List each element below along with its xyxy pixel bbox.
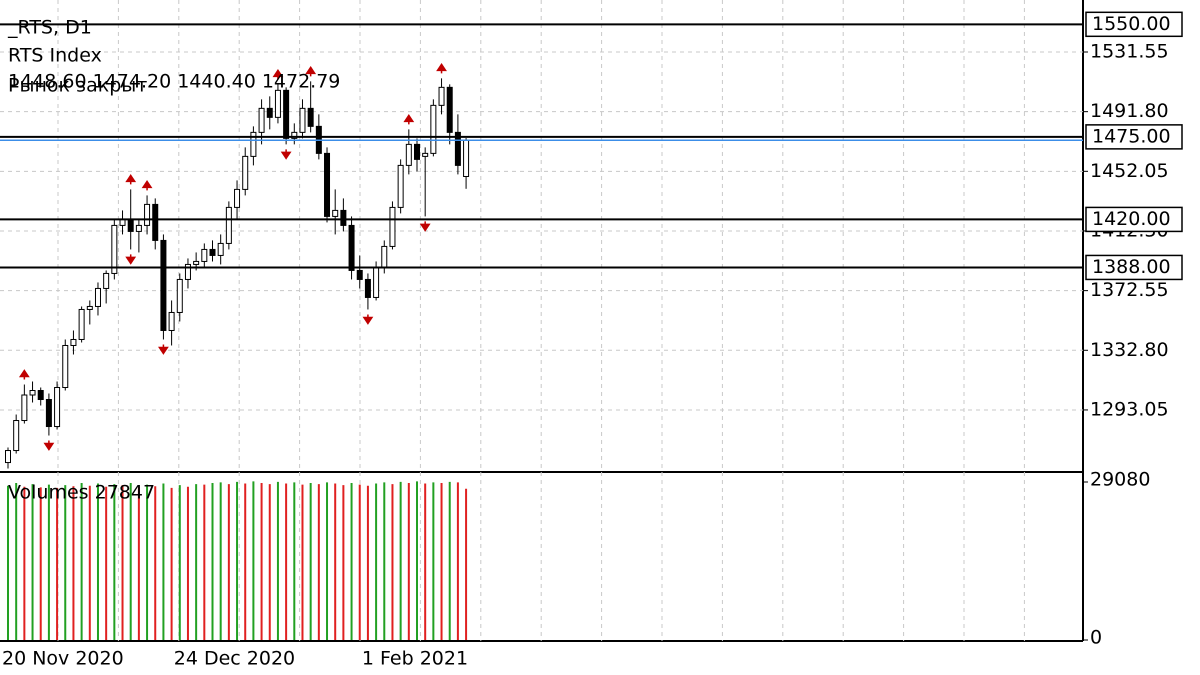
y-tick-label: 1332.80	[1090, 339, 1169, 361]
candle-body	[291, 131, 298, 139]
candle-body	[446, 86, 453, 133]
candle-body	[111, 224, 118, 274]
fractal-down	[125, 254, 137, 265]
candle-body	[168, 311, 175, 331]
candle-body	[234, 188, 241, 208]
candle-body	[274, 89, 281, 118]
candle-body	[144, 203, 151, 226]
level-label: 1475.00	[1092, 125, 1171, 147]
level-box	[1085, 254, 1183, 281]
y-tick-label: 1293.05	[1090, 398, 1169, 420]
candle-body	[176, 278, 183, 313]
candle-body	[193, 260, 200, 265]
candle-body	[37, 390, 44, 401]
fractal-down	[419, 221, 431, 232]
candle-body	[299, 107, 306, 133]
level-label: 1420.00	[1092, 208, 1171, 230]
candle-body	[62, 344, 69, 389]
candle-body	[364, 278, 371, 298]
fractal-down	[158, 344, 169, 355]
market-status: Рынок закрыт	[8, 75, 147, 97]
chart-subtitle: RTS Index	[8, 45, 102, 67]
fractal-down	[43, 440, 55, 451]
level-label: 1388.00	[1092, 256, 1171, 278]
candle-body	[70, 338, 77, 346]
y-tick-label: 1531.55	[1090, 41, 1169, 63]
candle-body	[373, 266, 380, 298]
candle-body	[422, 152, 429, 157]
candle-body	[356, 269, 363, 280]
fractal-up	[125, 174, 137, 185]
y-tick-label: 1452.05	[1090, 160, 1169, 182]
level-label: 1550.00	[1092, 13, 1171, 35]
fractal-up	[436, 62, 447, 74]
candle-body	[13, 420, 20, 452]
candle-body	[340, 209, 347, 226]
candle-body	[225, 206, 232, 244]
candle-body	[250, 131, 257, 157]
fractal-down	[280, 149, 292, 160]
candle-body	[381, 245, 388, 268]
candle-body	[21, 394, 28, 422]
x-tick-label: 20 Nov 2020	[2, 648, 124, 670]
candle-body	[201, 248, 208, 262]
level-box	[1085, 11, 1183, 38]
candle-body	[94, 287, 101, 307]
candle-body	[283, 89, 290, 139]
volume-tick-label: 0	[1090, 627, 1102, 649]
candle-body	[397, 164, 404, 208]
candle-body	[160, 239, 167, 331]
candle-body	[217, 242, 224, 256]
y-tick-label: 1372.55	[1090, 279, 1169, 301]
x-tick-label: 1 Feb 2021	[362, 648, 468, 670]
level-box	[1085, 206, 1183, 233]
candle-body	[86, 305, 93, 310]
candle-body	[78, 308, 85, 340]
level-box	[1085, 124, 1183, 150]
ohlc-label: 1448.60 1474.20 1440.40 1472.79	[8, 71, 340, 93]
fractal-up	[141, 180, 153, 191]
candle-body	[324, 152, 331, 217]
candle-body	[414, 143, 420, 160]
fractal-up	[18, 369, 30, 380]
candle-body	[45, 399, 52, 428]
candle-body	[29, 390, 36, 396]
chart-title: _RTS, D1	[7, 17, 92, 39]
candle-body	[266, 107, 273, 118]
fractal-up	[403, 114, 415, 125]
candle-body	[135, 224, 142, 232]
candle-body	[389, 206, 396, 247]
candle-body	[127, 218, 134, 232]
candle-body	[430, 104, 437, 154]
candle-body	[307, 107, 314, 127]
candle-body	[332, 209, 339, 217]
fractal-up	[272, 68, 284, 80]
candle-body	[348, 224, 355, 271]
volume-tick-label: 29080	[1090, 469, 1150, 491]
x-tick-label: 24 Dec 2020	[174, 648, 295, 670]
volume-label: Volumes 27847	[8, 482, 155, 504]
candle-body	[103, 272, 110, 289]
candle-body	[454, 131, 461, 166]
candle-body	[438, 86, 445, 106]
candle-body	[258, 107, 265, 133]
candle-body	[184, 263, 191, 280]
y-tick-label: 1491.80	[1090, 100, 1169, 122]
candle-body	[54, 387, 61, 428]
fractal-up	[305, 65, 317, 77]
candle-body	[242, 155, 249, 190]
candle-body	[152, 203, 159, 241]
candle-body	[5, 450, 11, 464]
candle-body	[405, 143, 412, 166]
candle-body	[463, 139, 470, 177]
candle-body	[209, 248, 216, 256]
fractal-down	[362, 314, 374, 325]
